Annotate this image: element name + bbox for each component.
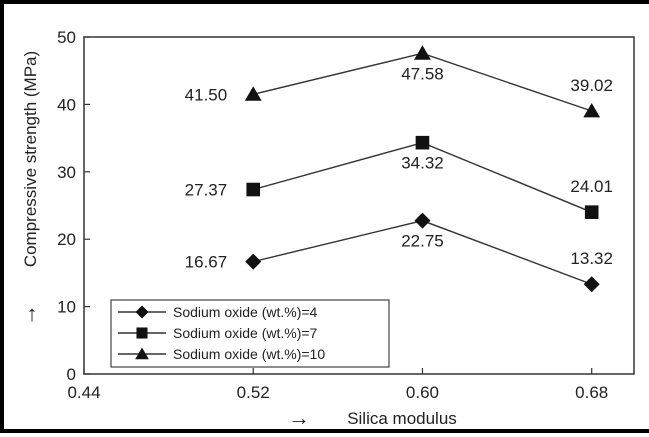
legend-entry-label: Sodium oxide (wt.%)=10	[173, 346, 325, 362]
data-label: 16.67	[185, 253, 228, 272]
y-axis-arrow: ↑	[27, 301, 38, 326]
x-axis-arrow: →	[288, 405, 310, 430]
data-point-diamond	[245, 253, 262, 270]
data-point-square	[584, 205, 599, 219]
y-tick-label: 40	[57, 95, 76, 114]
data-point-triangle	[414, 45, 431, 60]
y-axis-label: Compressive strength (MPa)	[21, 51, 40, 267]
data-label: 39.02	[570, 76, 613, 95]
x-tick-label: 0.52	[237, 383, 270, 402]
legend-marker-triangle	[135, 347, 149, 360]
x-tick-label: 0.44	[67, 383, 100, 402]
data-label: 27.37	[185, 181, 228, 200]
data-labels: 16.67 22.75 13.32 27.37 34.32 24.01 41.50 47.58…	[185, 64, 613, 271]
data-point-triangle	[244, 86, 262, 101]
data-point-square	[246, 182, 261, 197]
data-label: 41.50	[185, 85, 228, 104]
legend-marker-diamond	[135, 305, 149, 319]
y-tick-label: 0	[67, 365, 76, 384]
data-label: 13.32	[570, 249, 613, 268]
legend-marker-square	[136, 327, 148, 339]
legend: Sodium oxide (wt.%)=4 Sodium oxide (wt.%)…	[110, 299, 390, 368]
data-label: 34.32	[401, 154, 444, 173]
legend-entry-label: Sodium oxide (wt.%)=7	[173, 325, 318, 341]
data-point-triangle	[583, 103, 601, 118]
data-label: 22.75	[401, 232, 444, 251]
data-label: 47.58	[401, 64, 444, 83]
x-tick-label: 0.68	[575, 383, 608, 402]
data-label: 24.01	[570, 177, 613, 196]
x-tick-label: 0.60	[406, 383, 439, 402]
plot-area-border	[83, 36, 635, 375]
y-tick-label: 10	[57, 298, 76, 317]
line-chart: 0.44 0.52 0.60 0.68 0 10 20 30 40 50 16.67 22.75 13…	[21, 28, 635, 430]
y-tick-label: 30	[57, 163, 76, 182]
data-point-diamond	[583, 276, 600, 293]
data-point-diamond	[414, 212, 431, 229]
y-tick-label: 50	[57, 28, 76, 47]
axes: 0.44 0.52 0.60 0.68 0 10 20 30 40 50	[57, 28, 635, 402]
y-tick-label: 20	[57, 230, 76, 249]
x-axis-label: Silica modulus	[347, 409, 457, 428]
data-point-square	[415, 135, 430, 150]
legend-entry-label: Sodium oxide (wt.%)=4	[173, 304, 318, 320]
series-line-1	[253, 219, 592, 285]
series-markers	[244, 45, 601, 293]
